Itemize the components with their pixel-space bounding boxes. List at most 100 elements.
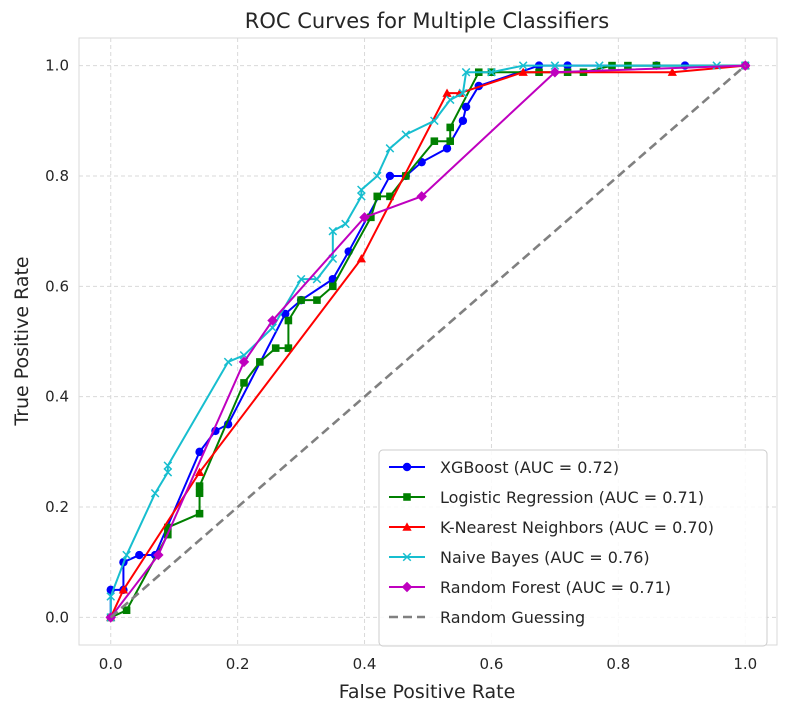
data-point bbox=[372, 171, 382, 181]
legend-item: Random Guessing bbox=[389, 608, 585, 627]
data-point bbox=[195, 489, 204, 498]
data-point bbox=[164, 523, 172, 532]
y-tick-label: 0.8 bbox=[45, 167, 69, 185]
data-point bbox=[549, 66, 561, 78]
x-tick-label: 0.0 bbox=[99, 655, 123, 673]
data-point bbox=[284, 344, 293, 352]
data-point bbox=[458, 116, 468, 125]
data-point bbox=[341, 219, 350, 229]
data-point bbox=[313, 296, 321, 304]
data-point bbox=[194, 467, 205, 476]
series-5 bbox=[109, 64, 747, 619]
data-point bbox=[430, 137, 439, 145]
data-point bbox=[386, 192, 394, 201]
x-axis-label: False Positive Rate bbox=[339, 681, 516, 703]
data-point bbox=[385, 171, 395, 181]
series-3 bbox=[106, 61, 750, 622]
x-tick-label: 0.2 bbox=[226, 655, 250, 673]
legend-label: K-Nearest Neighbors (AUC = 0.70) bbox=[440, 518, 714, 537]
y-axis-label: True Positive Rate bbox=[11, 256, 33, 426]
data-point bbox=[329, 282, 337, 291]
data-point bbox=[195, 509, 204, 518]
data-point bbox=[401, 130, 411, 139]
data-point bbox=[267, 315, 278, 326]
data-point bbox=[518, 67, 528, 76]
legend-label: XGBoost (AUC = 0.72) bbox=[440, 458, 619, 477]
data-point bbox=[402, 462, 412, 472]
data-point bbox=[281, 309, 290, 319]
y-tick-label: 0.4 bbox=[45, 388, 69, 406]
plot-area: 0.0 0.2 0.4 0.6 0.8 1.0 0.0 0.2 0.4 0.6 0.8 1.0 bbox=[45, 37, 778, 673]
data-point bbox=[153, 549, 164, 561]
data-point bbox=[518, 61, 528, 70]
legend-label: Random Guessing bbox=[440, 608, 585, 627]
data-point bbox=[135, 550, 144, 560]
data-point bbox=[256, 358, 264, 366]
y-tick-label: 0.6 bbox=[45, 277, 69, 295]
legend-box bbox=[378, 449, 768, 647]
y-tick-label: 1.0 bbox=[45, 57, 69, 75]
data-point bbox=[402, 172, 410, 180]
data-point bbox=[163, 467, 173, 477]
data-point bbox=[118, 585, 129, 594]
data-point bbox=[446, 123, 454, 132]
data-point bbox=[446, 137, 454, 145]
data-point bbox=[595, 61, 604, 70]
data-point bbox=[402, 522, 412, 531]
legend-item: Random Forest (AUC = 0.71) bbox=[389, 578, 671, 597]
legend-item: Logistic Regression (AUC = 0.71) bbox=[389, 488, 704, 507]
data-point bbox=[461, 102, 471, 112]
legend: XGBoost (AUC = 0.72) Logistic Regression … bbox=[378, 449, 768, 647]
data-point bbox=[150, 488, 160, 498]
data-point bbox=[356, 254, 366, 263]
data-point bbox=[312, 274, 322, 284]
y-tick-label: 0.2 bbox=[45, 498, 69, 516]
data-point bbox=[195, 482, 204, 490]
data-point bbox=[442, 88, 452, 97]
data-point bbox=[430, 116, 439, 126]
data-point bbox=[106, 592, 116, 601]
data-point bbox=[284, 316, 293, 325]
series-2 bbox=[106, 60, 750, 622]
legend-label: Random Forest (AUC = 0.71) bbox=[440, 578, 671, 597]
series-line bbox=[109, 64, 746, 619]
legend-item: K-Nearest Neighbors (AUC = 0.70) bbox=[389, 518, 714, 537]
data-point bbox=[163, 461, 173, 470]
data-point bbox=[122, 550, 131, 560]
data-point bbox=[367, 213, 375, 222]
data-point bbox=[357, 192, 366, 201]
data-point bbox=[461, 67, 471, 77]
y-tick-label: 0.0 bbox=[45, 608, 69, 626]
data-point bbox=[385, 144, 395, 153]
data-point bbox=[238, 356, 250, 368]
x-tick-label: 0.4 bbox=[353, 655, 377, 673]
data-point bbox=[296, 274, 306, 284]
data-point bbox=[550, 61, 560, 70]
chart-title: ROC Curves for Multiple Classifiers bbox=[245, 9, 609, 33]
legend-item: XGBoost (AUC = 0.72) bbox=[389, 458, 619, 477]
data-point bbox=[271, 344, 280, 352]
data-point bbox=[403, 493, 411, 501]
data-point bbox=[328, 226, 338, 236]
legend-label: Logistic Regression (AUC = 0.71) bbox=[440, 488, 704, 507]
legend-item: Naive Bayes (AUC = 0.76) bbox=[389, 548, 650, 567]
data-point bbox=[401, 581, 413, 593]
data-point bbox=[357, 185, 366, 195]
data-point bbox=[223, 357, 233, 367]
series-line bbox=[109, 64, 747, 619]
data-point bbox=[458, 88, 468, 98]
data-point bbox=[122, 606, 131, 615]
data-point bbox=[402, 552, 412, 562]
x-tick-label: 0.8 bbox=[606, 655, 630, 673]
x-tick-label: 0.6 bbox=[480, 655, 504, 673]
x-tick-label: 1.0 bbox=[733, 655, 757, 673]
data-point bbox=[667, 67, 677, 76]
legend-label: Naive Bayes (AUC = 0.76) bbox=[440, 548, 650, 567]
data-point bbox=[445, 95, 455, 105]
data-point bbox=[359, 212, 370, 223]
data-point bbox=[416, 191, 427, 202]
data-point bbox=[240, 379, 248, 387]
data-point bbox=[487, 67, 496, 77]
